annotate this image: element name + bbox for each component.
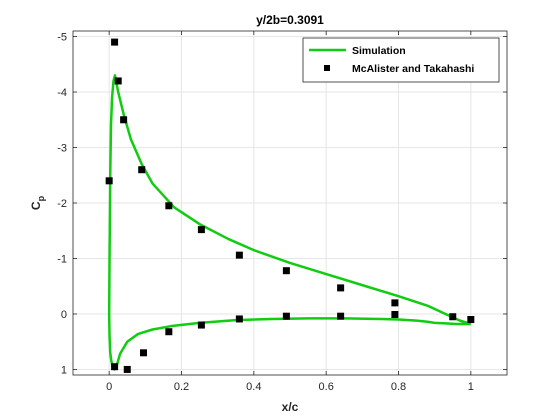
- experiment-point: [140, 349, 148, 357]
- y-tick-label: -4: [57, 87, 67, 99]
- legend: Simulation McAlister and Takahashi: [302, 37, 500, 83]
- y-axis-title: Cp: [29, 195, 46, 210]
- experiment-point: [235, 251, 243, 259]
- experiment-point: [337, 284, 345, 292]
- y-tick-label: -3: [57, 143, 67, 155]
- experiment-point: [449, 313, 457, 321]
- x-axis-title: x/c: [282, 400, 299, 414]
- y-axis-title-subscript: p: [36, 195, 46, 201]
- experiment-point: [138, 166, 146, 174]
- ticks: 0 0.2 0.4 0.6 0.8 1 -5 -4 -3 -2 -1 0 1: [57, 31, 507, 393]
- y-tick-label: -5: [57, 32, 67, 44]
- experiment-point: [105, 177, 113, 185]
- x-tick-label: 0: [106, 381, 112, 393]
- x-tick-label: 0.8: [391, 381, 406, 393]
- experiment-point: [282, 267, 290, 275]
- legend-experiment-swatch: [324, 65, 330, 71]
- experiment-point: [114, 77, 122, 85]
- experiment-point: [165, 202, 173, 210]
- experiment-point: [235, 315, 243, 323]
- experiment-point: [111, 38, 119, 46]
- series-layer: [105, 38, 475, 373]
- y-axis-title-main: C: [29, 201, 43, 210]
- experiment-point: [391, 299, 399, 307]
- legend-experiment-label: McAlister and Takahashi: [352, 63, 474, 75]
- legend-simulation-label: Simulation: [352, 45, 406, 57]
- x-tick-label: 1: [468, 381, 474, 393]
- y-tick-label: 1: [61, 364, 67, 376]
- experiment-point: [467, 316, 475, 324]
- experiment-point: [197, 226, 205, 234]
- legend-box: [302, 37, 500, 83]
- experiment-point: [391, 311, 399, 319]
- simulation-line: [107, 74, 472, 371]
- experiment-point: [111, 363, 119, 371]
- x-tick-label: 0.2: [174, 381, 189, 393]
- experiment-point: [123, 365, 131, 373]
- x-tick-label: 0.6: [319, 381, 334, 393]
- experiment-point: [337, 312, 345, 320]
- chart-title: y/2b=0.3091: [256, 13, 324, 27]
- svg-text:Cp: Cp: [29, 195, 46, 210]
- grid: [73, 31, 507, 375]
- y-tick-label: -1: [57, 253, 67, 265]
- experiment-point: [282, 312, 290, 320]
- experiment-point: [120, 116, 128, 124]
- experiment-point: [197, 321, 205, 329]
- experiment-point: [165, 328, 173, 336]
- x-tick-label: 0.4: [246, 381, 261, 393]
- y-tick-label: 0: [61, 309, 67, 321]
- y-tick-label: -2: [57, 198, 67, 210]
